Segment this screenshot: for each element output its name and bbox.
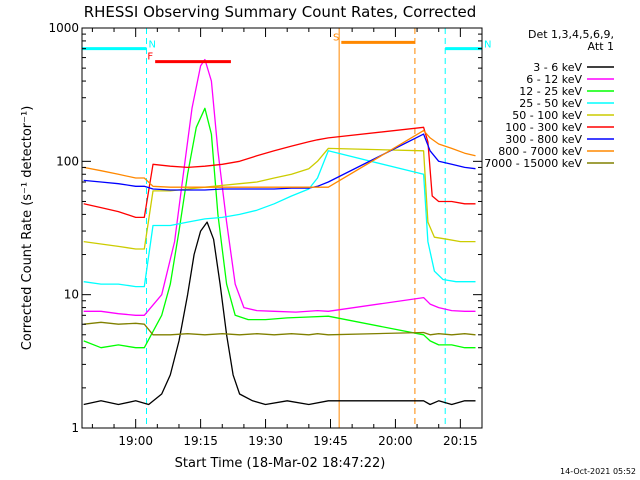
series-line-6 <box>83 133 476 191</box>
y-tick-label-1: 10 <box>64 288 79 302</box>
legend-label-6: 300 - 800 keV <box>505 133 582 146</box>
legend-header-1: Att 1 <box>588 40 614 53</box>
series-line-7 <box>83 129 476 188</box>
legend-label-1: 6 - 12 keV <box>526 73 582 86</box>
series-line-8 <box>83 321 476 336</box>
flag-label-3: S <box>333 32 339 43</box>
series-line-0 <box>83 221 476 406</box>
y-tick-label-2: 100 <box>56 154 79 168</box>
flag-label-0: N <box>149 40 156 51</box>
timestamp: 14-Oct-2021 05:52 <box>560 467 636 476</box>
x-axis-label: Start Time (18-Mar-02 18:47:22) <box>175 456 386 471</box>
flag-label-2: F <box>147 52 153 63</box>
legend-label-7: 800 - 7000 keV <box>498 145 582 158</box>
series-line-4 <box>83 147 476 250</box>
legend-header-0: Det 1,3,4,5,6,9, <box>528 28 614 41</box>
series-line-3 <box>83 150 476 288</box>
legend-label-0: 3 - 6 keV <box>533 61 582 74</box>
plot-frame <box>81 27 483 429</box>
x-tick-label-4: 20:00 <box>378 434 413 448</box>
series-line-5 <box>83 126 476 219</box>
x-tick-label-2: 19:30 <box>248 434 283 448</box>
chart-title: RHESSI Observing Summary Count Rates, Co… <box>84 3 477 21</box>
x-tick-label-1: 19:15 <box>183 434 218 448</box>
y-axis-label: Corrected Count Rate (s⁻¹ detector⁻¹) <box>20 106 35 351</box>
x-tick-label-5: 20:15 <box>443 434 478 448</box>
axes: 1 10 100 1000 19:00 19:15 19:30 19:45 20:00 20:15 <box>48 21 483 448</box>
x-tick-label-0: 19:00 <box>118 434 153 448</box>
series-line-2 <box>83 107 476 349</box>
y-tick-label-0: 1 <box>71 421 79 435</box>
legend-label-4: 50 - 100 keV <box>512 109 582 122</box>
flag-label-1: N <box>484 40 491 51</box>
legend-label-3: 25 - 50 keV <box>519 97 582 110</box>
plot-area: N NFS <box>82 28 491 428</box>
legend-label-8: 7000 - 15000 keV <box>484 157 582 170</box>
x-tick-label-3: 19:45 <box>313 434 348 448</box>
legend-label-5: 100 - 300 keV <box>505 121 582 134</box>
legend-label-2: 12 - 25 keV <box>519 85 582 98</box>
series-line-1 <box>83 58 476 316</box>
y-tick-label-3: 1000 <box>48 21 79 35</box>
